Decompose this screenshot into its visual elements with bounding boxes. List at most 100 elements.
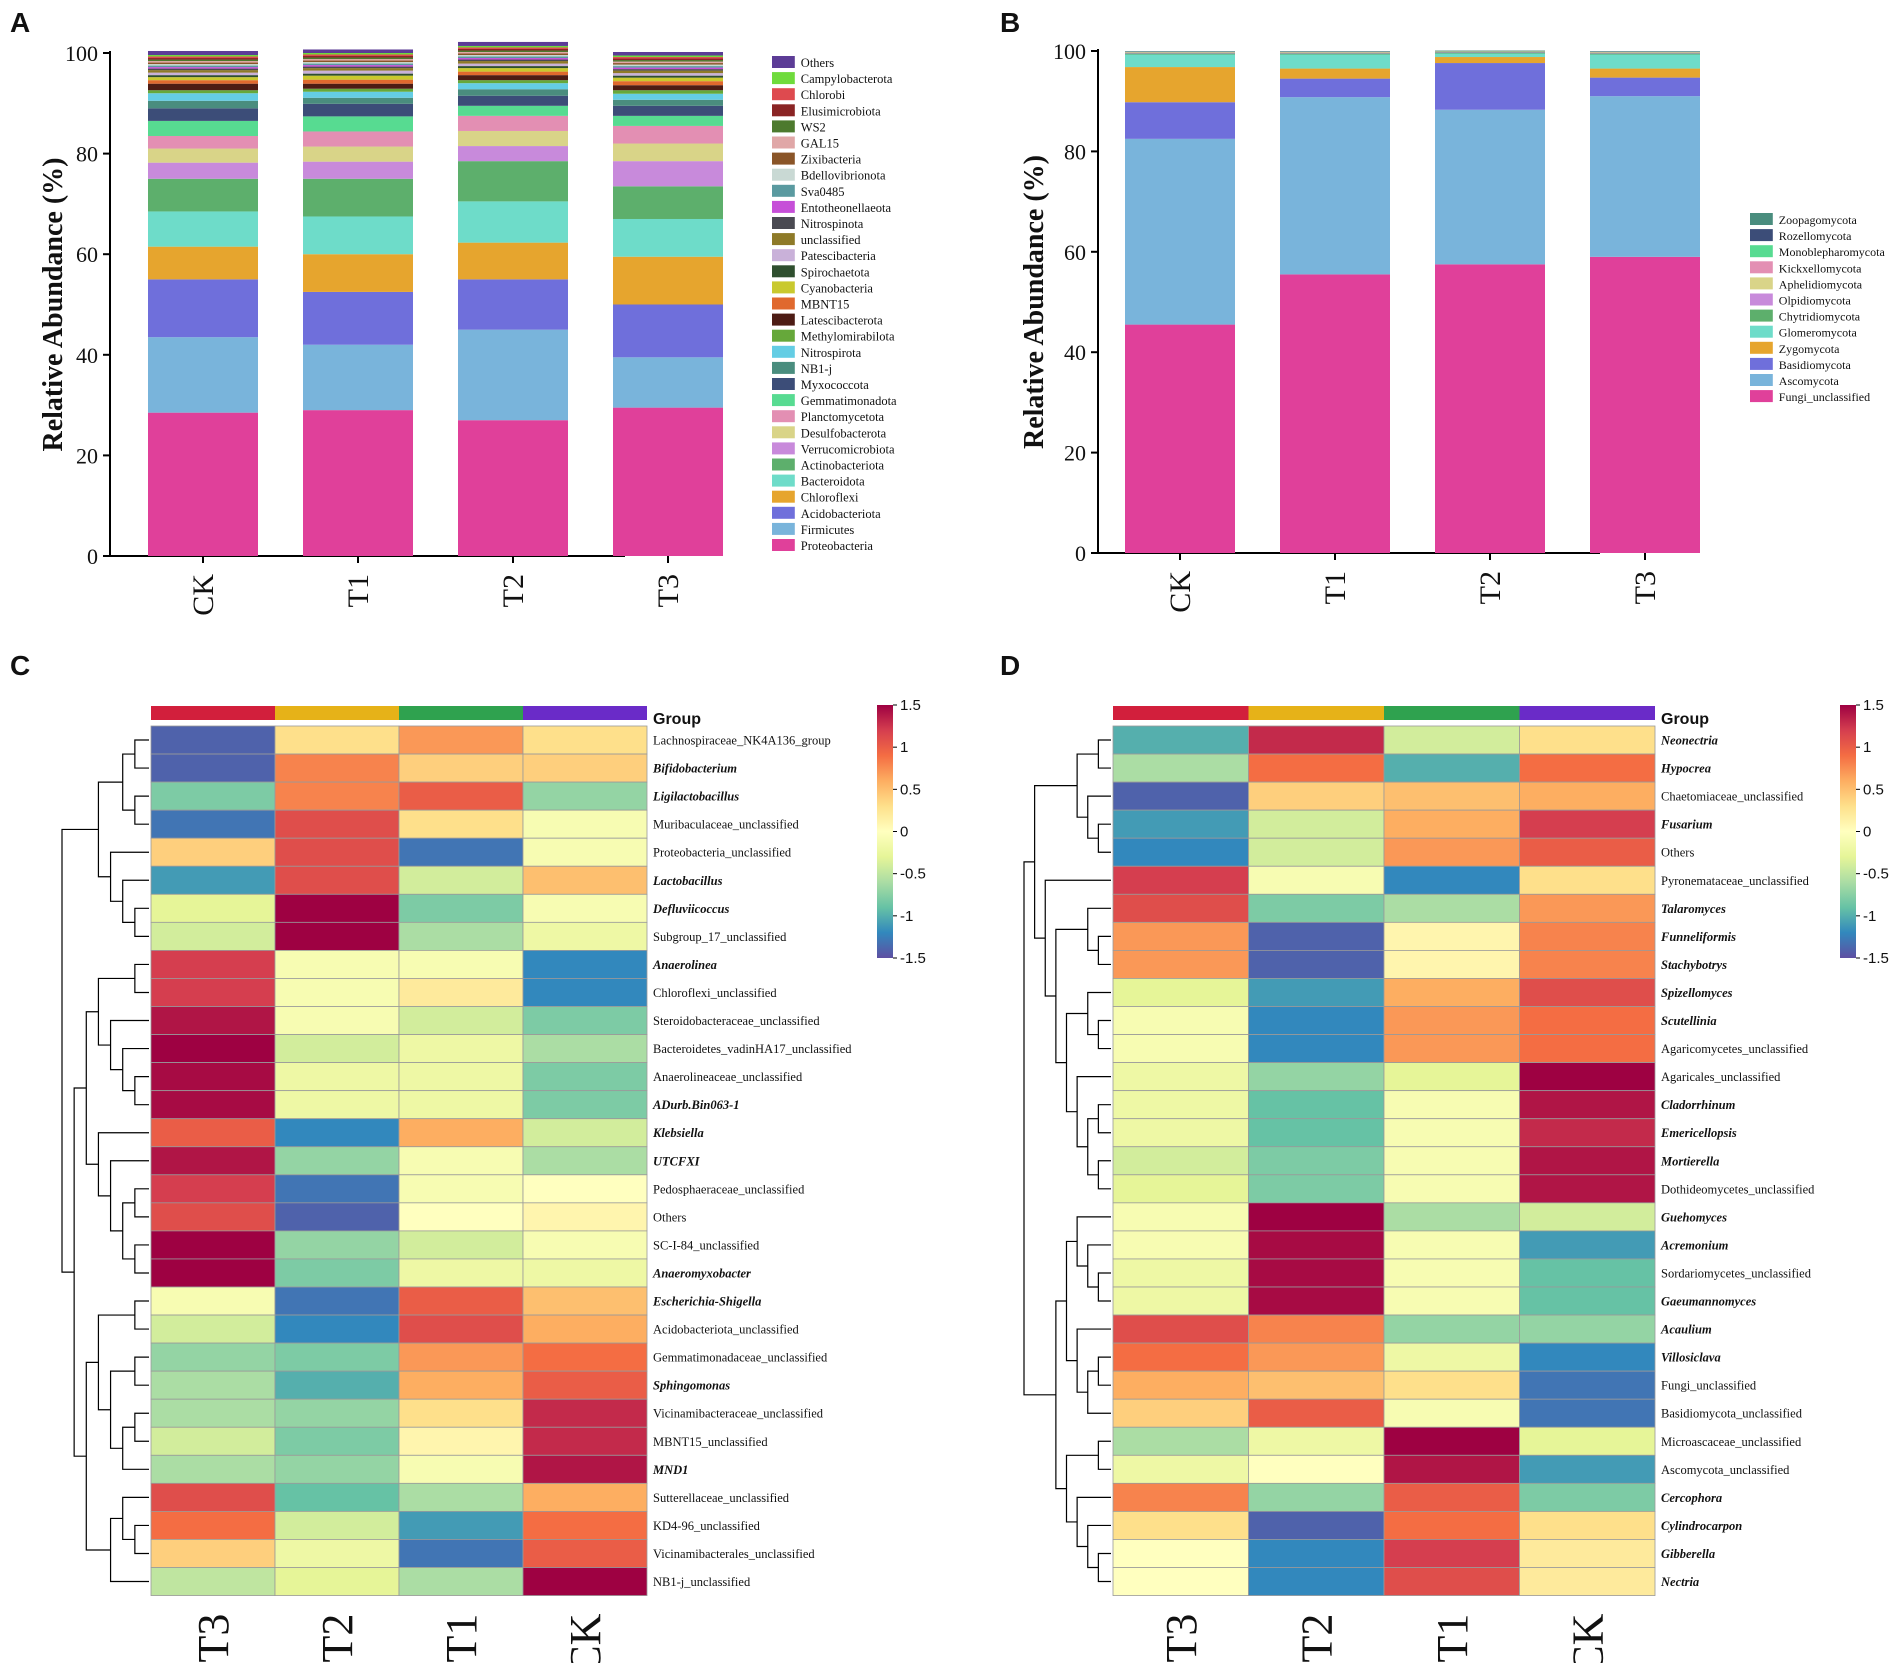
legend-swatch — [772, 361, 795, 374]
bar-segment-CK-campylobacterota — [148, 55, 258, 57]
legend-swatch — [772, 506, 795, 519]
heatmap-cell-CK — [522, 978, 648, 1007]
heatmap-cell-CK — [522, 1090, 648, 1120]
row-label: Gaeumannomyces — [1661, 1295, 1756, 1309]
heatmap-cell-CK — [522, 1258, 648, 1288]
bar-segment-CK-cyanobacteria — [148, 77, 258, 81]
heatmap-cell-T3 — [1112, 1567, 1249, 1596]
row-label: Emericellopsis — [1660, 1126, 1737, 1140]
heatmap-cell-CK — [1519, 1426, 1656, 1456]
bar-segment-T1-unclassified — [303, 68, 413, 71]
heatmap-cell-T3 — [150, 921, 276, 951]
heatmap-cell-T1 — [398, 950, 524, 979]
bar-segment-T2-ascomycota — [1435, 109, 1545, 265]
legend-label: Cyanobacteria — [801, 281, 874, 295]
x-category-label: T3 — [652, 574, 685, 607]
bar-segment-CK-gal15 — [148, 61, 258, 63]
row-label: Cladorrhinum — [1661, 1098, 1736, 1112]
bar-segment-T2-cyanobacteria — [458, 68, 568, 72]
bar-segment-CK-spirochaetota — [148, 75, 258, 78]
legend-swatch — [772, 200, 795, 213]
heatmap-cell-T2 — [1248, 1398, 1385, 1428]
legend-swatch — [1750, 390, 1773, 403]
heatmap-cell-CK — [522, 1482, 648, 1512]
legend-label: Chytridiomycota — [1779, 310, 1861, 324]
legend-swatch — [1750, 293, 1773, 306]
colorbar-tick-label: 0 — [1863, 824, 1871, 841]
bar-segment-T1-methylomirabilota — [303, 88, 413, 92]
heatmap-cell-T3 — [1112, 1286, 1249, 1316]
row-label: Acremonium — [1660, 1238, 1729, 1252]
bar-segment-T1-planctomycetota — [303, 131, 413, 147]
bar-segment-T3-bacteroidota — [613, 218, 723, 257]
row-label: ADurb.Bin063-1 — [652, 1098, 739, 1112]
legend-label: Entotheonellaeota — [801, 201, 892, 215]
row-label: Talaromyces — [1661, 902, 1726, 916]
legend-swatch — [772, 345, 795, 358]
bar-segment-T2-unclassified — [458, 61, 568, 64]
bar-segment-T3-acidobacteriota — [613, 304, 723, 358]
heatmap-cell-T2 — [274, 1258, 400, 1288]
heatmap-cell-T2 — [1248, 1314, 1385, 1344]
heatmap-cell-T2 — [1248, 865, 1385, 895]
bar-segment-T3-others — [613, 51, 723, 56]
heatmap-cell-T1 — [1383, 1314, 1520, 1344]
group-color-bar-T1 — [399, 706, 523, 720]
heatmap-cell-T3 — [150, 1230, 276, 1260]
heatmap-cell-CK — [522, 1342, 648, 1372]
heatmap-cell-T3 — [1112, 725, 1249, 755]
y-tick-label: 80 — [76, 142, 98, 167]
heatmap-cell-T3 — [1112, 1174, 1249, 1204]
bar-segment-T2-nitrospirota — [458, 83, 568, 90]
bar-segment-T3-olpidiomycota — [1590, 53, 1700, 54]
bar-segment-CK-zixibacteria — [148, 62, 258, 65]
heatmap-cell-T1 — [398, 1006, 524, 1035]
row-label: Agaricomycetes_unclassified — [1661, 1042, 1809, 1056]
row-label: Klebsiella — [652, 1126, 704, 1140]
heatmap-cell-T2 — [1248, 1006, 1385, 1035]
bar-segment-T3-aphelidiomycota — [1590, 52, 1700, 54]
heatmap-cell-T2 — [1248, 1174, 1385, 1204]
bar-segment-T1-verrucomicrobiota — [303, 161, 413, 179]
legend-swatch — [772, 184, 795, 197]
heatmap-cell-T1 — [398, 1230, 524, 1260]
bar-segment-T3-verrucomicrobiota — [613, 161, 723, 187]
heatmap-cell-T1 — [398, 1567, 524, 1596]
heatmap-cell-T1 — [398, 1370, 524, 1400]
bar-segment-T1-glomeromycota — [1280, 54, 1390, 69]
legend-swatch — [1750, 341, 1773, 354]
legend-label: Desulfobacterota — [801, 426, 887, 440]
legend-swatch — [772, 426, 795, 439]
colorbar-tick-label: 1.5 — [900, 697, 921, 714]
bar-segment-T2-nitrospinota — [458, 59, 568, 62]
row-label: Acidobacteriota_unclassified — [653, 1323, 800, 1337]
heatmap-cell-T1 — [1383, 837, 1520, 867]
bar-segment-T3-fungi-unclassified — [1590, 256, 1700, 553]
heatmap-cell-T2 — [274, 725, 400, 755]
heatmap-cell-T2 — [1248, 1258, 1385, 1288]
row-label: Anaerolinea — [652, 958, 717, 972]
legend-label: Bdellovibrionota — [801, 169, 886, 183]
heatmap-cell-T1 — [1383, 725, 1520, 755]
x-category-label: T3 — [1629, 571, 1662, 604]
heatmap-cell-CK — [1519, 1118, 1656, 1148]
row-label: Steroidobacteraceae_unclassified — [653, 1014, 820, 1028]
row-label: Chaetomiaceae_unclassified — [1661, 790, 1804, 804]
row-label: Sordariomycetes_unclassified — [1661, 1266, 1812, 1280]
bar-segment-T1-nb1-j — [303, 97, 413, 104]
heatmap-cell-T3 — [150, 1258, 276, 1288]
legend-label: Nitrospinota — [801, 217, 864, 231]
legend-swatch — [772, 56, 795, 68]
heatmap-cell-CK — [1519, 1482, 1656, 1512]
heatmap-cell-T1 — [1383, 921, 1520, 951]
row-label: Others — [653, 1210, 686, 1224]
heatmap-cell-T2 — [1248, 1034, 1385, 1064]
bar-segment-T2-chloroflexi — [458, 242, 568, 280]
heatmap-cell-CK — [1519, 978, 1656, 1007]
heatmap-cell-T3 — [150, 1370, 276, 1400]
heatmap-cell-T3 — [1112, 950, 1249, 979]
bar-segment-CK-nitrospirota — [148, 93, 258, 101]
bar-segment-T2-zygomycota — [1435, 57, 1545, 64]
heatmap-cell-CK — [1519, 809, 1656, 839]
bar-segment-T3-cyanobacteria — [613, 77, 723, 82]
